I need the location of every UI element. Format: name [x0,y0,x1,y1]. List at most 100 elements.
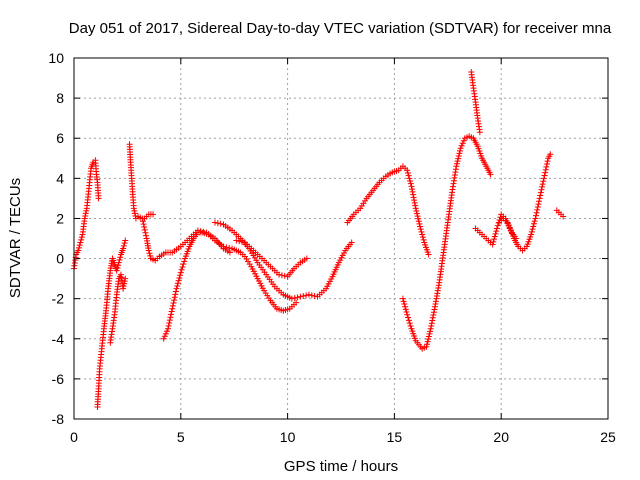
data-point [81,215,88,222]
y-tick-label: 6 [56,130,64,146]
data-point [417,223,424,230]
data-point [424,341,431,348]
x-tick-label: 10 [280,429,296,445]
data-point [305,291,312,298]
data-point [139,218,146,225]
data-point [410,194,417,201]
data-point [541,172,548,179]
data-point [163,328,170,335]
data-point [174,280,181,287]
y-tick-label: -6 [52,371,65,387]
data-point [533,209,540,216]
data-point [529,226,536,233]
data-point [534,203,541,210]
data-point [223,244,230,251]
data-point [169,305,176,312]
data-point [122,275,129,282]
data-point [95,195,102,202]
data-point [121,240,128,247]
data-point [412,205,419,212]
data-point [424,338,431,345]
data-point [427,328,434,335]
data-point [408,183,415,190]
data-point [169,302,176,309]
data-point [532,215,539,222]
data-point [147,252,154,259]
data-point [544,158,551,165]
data-point [132,212,139,219]
data-point [75,247,82,254]
data-point [453,160,460,167]
data-point [143,232,150,239]
data-point [131,207,138,214]
y-tick-label: -2 [52,291,65,307]
data-point [539,183,546,190]
data-point [226,244,233,251]
data-point [455,152,462,159]
data-point [115,262,122,269]
data-point [423,343,430,350]
data-point [547,151,554,158]
data-points [71,69,567,410]
data-point [177,272,184,279]
data-point [409,188,416,195]
data-point [540,178,547,185]
data-point [429,317,436,324]
data-point [536,195,543,202]
axis-ticks: 0 5 10 15 20 25 -8 -6 -4 -2 0 2 4 6 8 10 [48,50,616,445]
y-tick-label: 0 [56,251,64,267]
data-point [150,211,157,218]
x-tick-label: 0 [70,429,78,445]
data-point [120,245,127,252]
data-point [419,231,426,238]
y-tick-label: 10 [48,50,64,66]
data-point [197,228,204,235]
x-tick-label: 20 [493,429,509,445]
data-point [489,241,496,248]
data-point [217,220,224,227]
data-point [236,238,243,245]
data-point [455,155,462,162]
data-point [294,294,301,301]
data-point [171,297,178,304]
x-tick-label: 5 [177,429,185,445]
data-point [528,228,535,235]
data-point [308,292,315,299]
data-point [120,242,127,249]
data-point [492,230,499,237]
data-point [534,206,541,213]
data-point [300,292,307,299]
data-point [160,335,167,342]
data-point [457,147,464,154]
data-point [493,228,500,235]
data-point [77,239,84,246]
data-point [426,330,433,337]
data-point [239,238,246,245]
data-point [276,271,283,278]
data-point [513,235,520,242]
data-point [172,288,179,295]
data-point [401,301,408,308]
data-point [490,238,497,245]
data-point [121,280,128,287]
data-point [414,213,421,220]
data-point [497,214,504,221]
data-point [83,207,90,214]
data-point [226,249,233,256]
x-tick-label: 15 [387,429,403,445]
data-point [82,212,89,219]
data-point [168,311,175,318]
data-point [528,231,535,238]
data-point [173,285,180,292]
data-point [429,314,436,321]
x-tick-label: 25 [600,429,616,445]
data-point [178,266,185,273]
grid [74,58,608,419]
data-point [543,161,550,168]
data-point [303,292,310,299]
data-point [404,169,411,176]
data-point [505,221,512,228]
data-point [176,274,183,281]
data-point [179,263,186,270]
data-point [140,221,147,228]
